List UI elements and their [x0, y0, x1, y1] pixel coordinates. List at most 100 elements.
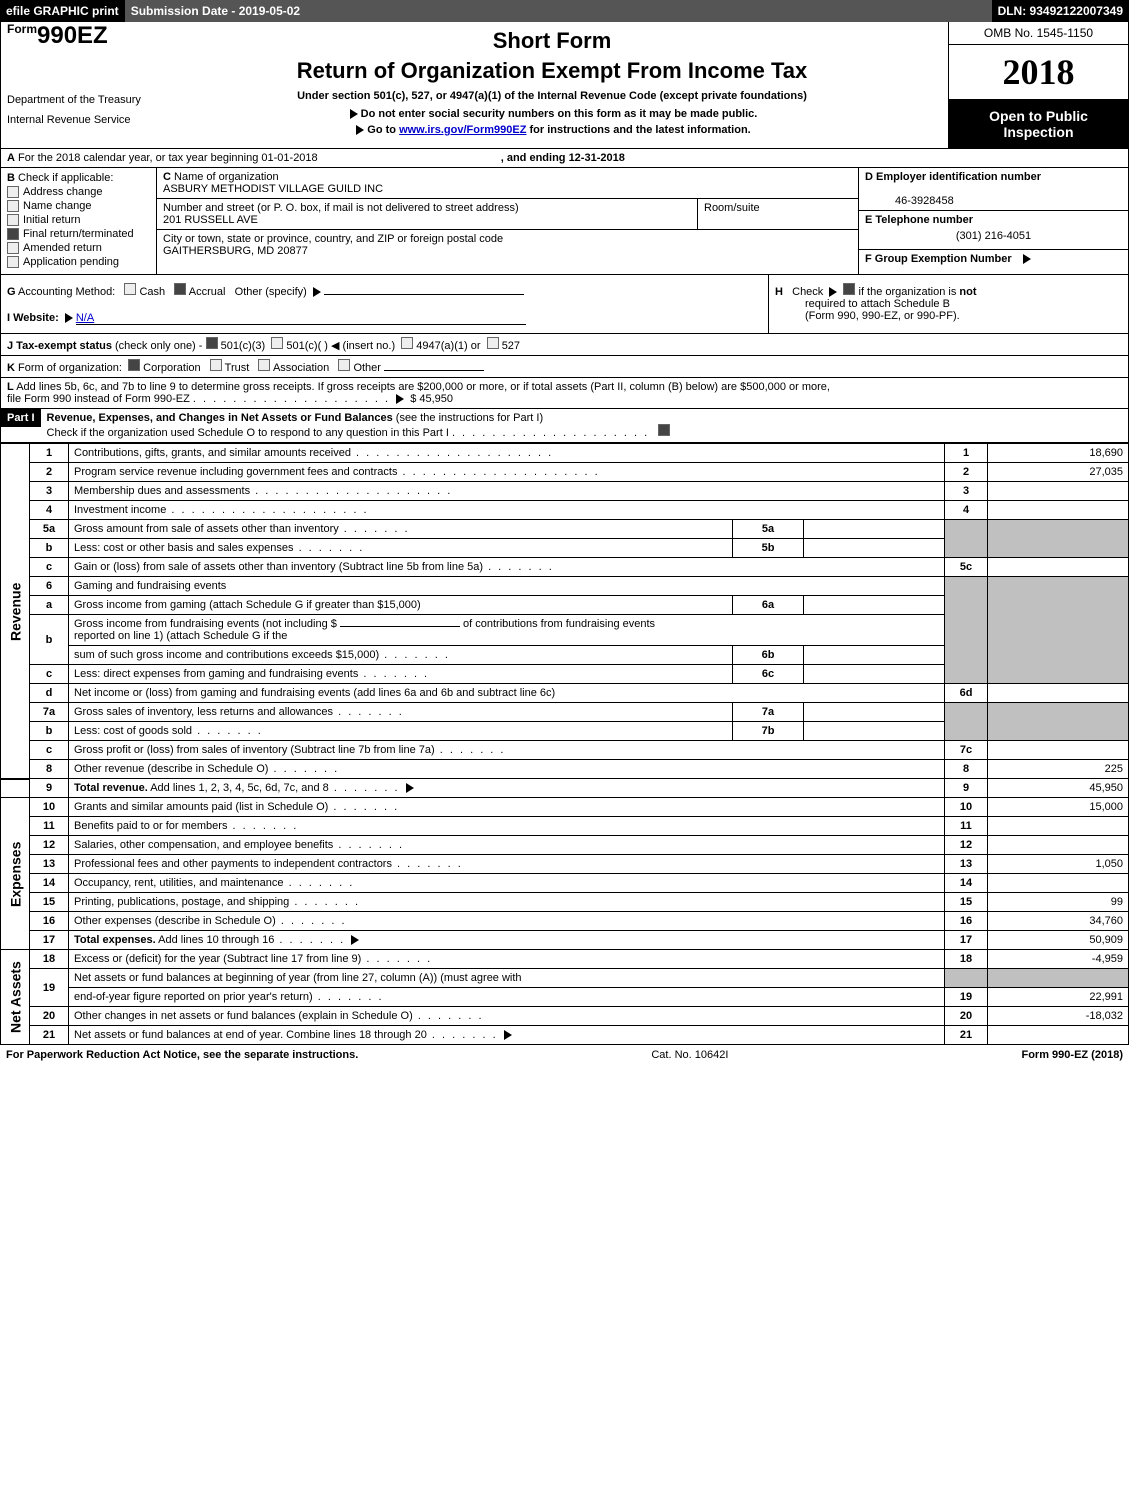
line-desc: Less: cost of goods sold — [74, 725, 192, 737]
arrow-icon — [351, 935, 359, 945]
room-label: Room/suite — [704, 202, 760, 214]
checkbox-527[interactable] — [487, 337, 499, 349]
checkbox-name-change[interactable] — [7, 200, 19, 212]
checkbox-amended[interactable] — [7, 242, 19, 254]
row-k: K Form of organization: Corporation Trus… — [0, 356, 1129, 378]
checkbox-h[interactable] — [843, 283, 855, 295]
line-desc: Net income or (loss) from gaming and fun… — [74, 687, 555, 699]
line-box: 11 — [945, 817, 988, 836]
opt-name-change: Name change — [23, 200, 92, 212]
checkbox-501c[interactable] — [271, 337, 283, 349]
section-netassets: Net Assets — [1, 950, 30, 1045]
line-box: 12 — [945, 836, 988, 855]
dots — [339, 523, 410, 535]
k-assoc: Association — [273, 362, 329, 374]
line-num: 14 — [30, 874, 69, 893]
line-desc: Other expenses (describe in Schedule O) — [74, 915, 276, 927]
line-desc: Gain or (loss) from sale of assets other… — [74, 561, 483, 573]
top-bar: efile GRAPHIC print Submission Date - 20… — [0, 0, 1129, 22]
label-g: G — [7, 286, 16, 298]
label-a: A — [7, 152, 15, 164]
line-num: b — [30, 539, 69, 558]
line-desc-mid: of contributions from fundraising events — [463, 618, 655, 630]
k-other-blank[interactable] — [384, 370, 484, 371]
k-trust: Trust — [225, 362, 250, 374]
checkbox-other-org[interactable] — [338, 359, 350, 371]
checkbox-501c3[interactable] — [206, 337, 218, 349]
line-desc: Less: cost or other basis and sales expe… — [74, 542, 294, 554]
section-expenses: Expenses — [1, 798, 30, 950]
header-center: Short Form Return of Organization Exempt… — [156, 22, 948, 148]
dots — [192, 725, 263, 737]
j-501c3: 501(c)(3) — [221, 340, 266, 352]
efile-label[interactable]: efile GRAPHIC print — [0, 0, 125, 22]
header-left: Form990EZ Department of the Treasury Int… — [1, 22, 156, 148]
row-a-text: For the 2018 calendar year, or tax year … — [18, 152, 318, 164]
row-a: A For the 2018 calendar year, or tax yea… — [0, 149, 1129, 168]
open-public: Open to Public — [953, 108, 1124, 124]
dots — [392, 858, 463, 870]
dots — [351, 447, 553, 459]
under-section: Under section 501(c), 527, or 4947(a)(1)… — [164, 90, 940, 102]
checkbox-initial[interactable] — [7, 214, 19, 226]
arrow-icon — [65, 313, 73, 323]
instr-ssn: Do not enter social security numbers on … — [361, 108, 758, 120]
line-desc: Grants and similar amounts paid (list in… — [74, 801, 328, 813]
line-box: 19 — [945, 988, 988, 1007]
other-specify-blank[interactable] — [324, 294, 524, 295]
line-num: 16 — [30, 912, 69, 931]
opt-addr-change: Address change — [23, 186, 103, 198]
sub-box: 5b — [733, 539, 804, 558]
tel-label: E Telephone number — [865, 214, 973, 226]
dots — [333, 706, 404, 718]
line-box: 17 — [945, 931, 988, 950]
checkbox-final[interactable] — [7, 228, 19, 240]
h-check-pre: Check — [792, 286, 823, 298]
j-501c: 501(c)( ) — [286, 340, 328, 352]
line-box: 21 — [945, 1026, 988, 1045]
h-text: if the organization is — [859, 286, 957, 298]
label-b: B — [7, 172, 15, 184]
checkbox-trust[interactable] — [210, 359, 222, 371]
checkbox-accrual[interactable] — [174, 283, 186, 295]
checkbox-corp[interactable] — [128, 359, 140, 371]
line-num: 13 — [30, 855, 69, 874]
line-num: 4 — [30, 501, 69, 520]
line-desc: Investment income — [74, 504, 166, 516]
checkbox-assoc[interactable] — [258, 359, 270, 371]
line-desc: Gross income from gaming (attach Schedul… — [74, 599, 421, 611]
line-box: 5c — [945, 558, 988, 577]
instr-link[interactable]: www.irs.gov/Form990EZ — [399, 124, 526, 136]
dots — [166, 504, 368, 516]
form-number: 990EZ — [37, 22, 108, 49]
row-j: J Tax-exempt status (check only one) - 5… — [0, 334, 1129, 356]
line-desc: Contributions, gifts, grants, and simila… — [74, 447, 351, 459]
checkbox-schedule-o[interactable] — [658, 424, 670, 436]
opt-app-pending: Application pending — [23, 256, 119, 268]
gray-cell — [988, 577, 1129, 684]
line-box: 18 — [945, 950, 988, 969]
checkbox-addr-change[interactable] — [7, 186, 19, 198]
line-num: 11 — [30, 817, 69, 836]
line-desc: Other changes in net assets or fund bala… — [74, 1010, 413, 1022]
submission-date: Submission Date - 2019-05-02 — [125, 0, 992, 22]
line-num: 8 — [30, 760, 69, 779]
financial-table: Revenue 1 Contributions, gifts, grants, … — [0, 443, 1129, 1045]
fundraising-blank[interactable] — [340, 626, 460, 627]
dots — [274, 934, 345, 946]
box-b: B Check if applicable: Address change Na… — [1, 168, 156, 274]
website-value[interactable]: N/A — [76, 312, 526, 325]
tel-value: (301) 216-4051 — [865, 226, 1122, 246]
line-num: a — [30, 596, 69, 615]
checkbox-4947[interactable] — [401, 337, 413, 349]
header-right: OMB No. 1545-1150 2018 Open to Public In… — [948, 22, 1128, 148]
h-line3: (Form 990, 990-EZ, or 990-PF). — [805, 310, 960, 322]
j-4947: 4947(a)(1) or — [416, 340, 480, 352]
ein-value: 46-3928458 — [865, 195, 954, 207]
line-desc: Less: direct expenses from gaming and fu… — [74, 668, 358, 680]
checkbox-cash[interactable] — [124, 283, 136, 295]
line-amt — [988, 684, 1129, 703]
line-num: 18 — [30, 950, 69, 969]
label-h: H — [775, 286, 783, 298]
checkbox-app-pending[interactable] — [7, 256, 19, 268]
